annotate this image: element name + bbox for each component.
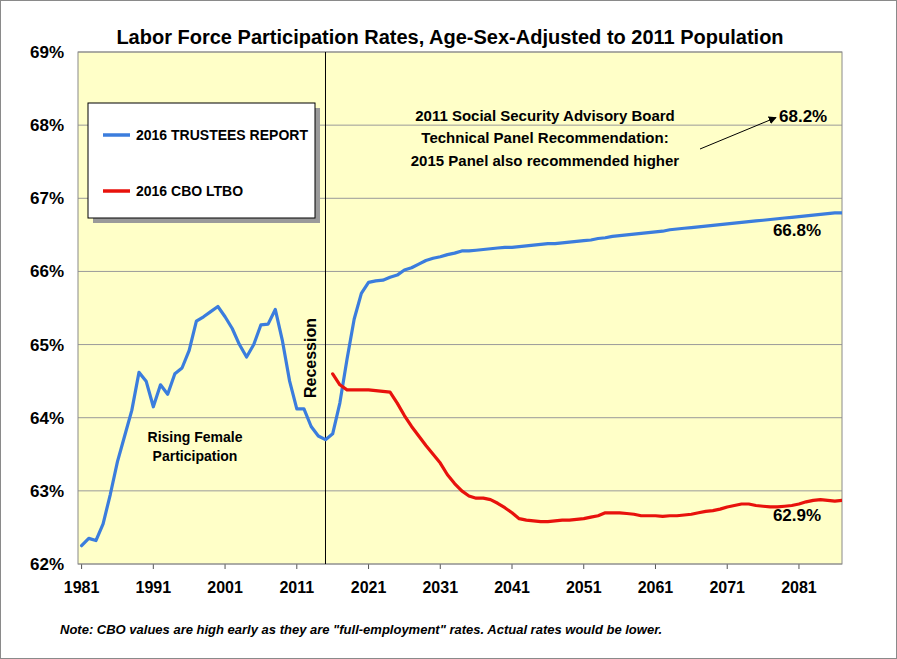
recession-label: Recession xyxy=(302,318,319,398)
series-line xyxy=(333,374,842,522)
x-tick xyxy=(153,564,154,569)
annotation-text: Technical Panel Recommendation: xyxy=(421,129,668,146)
legend-label: 2016 TRUSTEES REPORT xyxy=(136,127,308,143)
x-tick xyxy=(655,564,656,569)
y-tick-label: 68% xyxy=(30,116,64,135)
lines xyxy=(82,213,842,546)
annotation-text: Participation xyxy=(153,448,238,464)
x-tick xyxy=(583,564,584,569)
chart: Labor Force Participation Rates, Age-Sex… xyxy=(0,0,897,659)
end-value-label: 66.8% xyxy=(773,221,821,240)
plot-frame xyxy=(78,52,842,564)
y-tick-label: 65% xyxy=(30,336,64,355)
grid-line xyxy=(78,344,842,345)
x-tick-label: 2041 xyxy=(494,579,530,596)
legend: 2016 TRUSTEES REPORT 2016 CBO LTBO xyxy=(88,103,320,223)
annotation-arrow xyxy=(700,118,776,149)
x-tick-label: 2011 xyxy=(279,579,314,596)
annotation-text: Rising Female xyxy=(148,429,243,445)
x-tick xyxy=(296,564,297,569)
recession-line xyxy=(325,52,326,564)
legend-swatch xyxy=(103,133,130,137)
y-tick-label: 64% xyxy=(30,409,64,428)
x-tick-label: 2081 xyxy=(781,579,817,596)
annotation-text: 2015 Panel also recommended higher xyxy=(411,152,680,169)
title: Labor Force Participation Rates, Age-Sex… xyxy=(116,26,783,48)
x-tick xyxy=(368,564,369,569)
legend-swatch xyxy=(103,189,130,193)
legend-label: 2016 CBO LTBO xyxy=(136,183,243,199)
annotation-text: 2011 Social Security Advisory Board xyxy=(415,107,675,124)
y-tick-label: 62% xyxy=(30,555,64,574)
end-value-label: 62.9% xyxy=(773,506,821,525)
x-tick-label: 2071 xyxy=(709,579,745,596)
x-tick-label: 2061 xyxy=(638,579,674,596)
x-tick-label: 2031 xyxy=(422,579,458,596)
page: {"chart_data": { "type": "line", "title"… xyxy=(0,0,897,659)
x-tick xyxy=(798,564,799,569)
x-tick-label: 2001 xyxy=(207,579,243,596)
grid-line xyxy=(78,417,842,418)
x-tick xyxy=(81,564,82,569)
grid-line xyxy=(78,271,842,272)
x-tick-label: 2051 xyxy=(566,579,602,596)
legend-box xyxy=(88,103,315,218)
x-tick xyxy=(512,564,513,569)
x-tick-label: 1991 xyxy=(136,579,172,596)
annotation-value-label: 68.2% xyxy=(779,107,827,126)
note: Note: CBO values are high early as they … xyxy=(60,622,662,637)
x-tick xyxy=(727,564,728,569)
series-line xyxy=(82,213,842,546)
y-tick-label: 66% xyxy=(30,262,64,281)
y-tick-label: 63% xyxy=(30,482,64,501)
y-tick-label: 67% xyxy=(30,189,64,208)
y-tick-label: 69% xyxy=(30,43,64,62)
x-tick xyxy=(440,564,441,569)
plot-background xyxy=(78,52,842,564)
x-tick-label: 2021 xyxy=(351,579,387,596)
outer-frame xyxy=(1,1,897,659)
x-tick-label: 1981 xyxy=(64,579,100,596)
x-tick xyxy=(225,564,226,569)
